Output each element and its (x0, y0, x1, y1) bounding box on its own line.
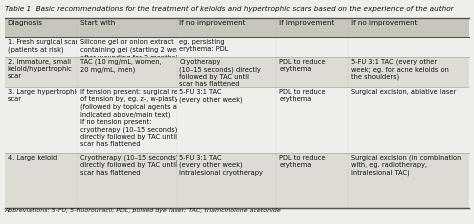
Bar (77, 57, 177, 87)
Text: Surgical excision, ablative laser: Surgical excision, ablative laser (351, 89, 456, 95)
Text: 3. Large hypertrophic
scar: 3. Large hypertrophic scar (8, 89, 80, 102)
Bar (5, 57, 77, 87)
Bar (276, 87, 348, 153)
Bar (348, 37, 469, 57)
Text: If tension present: surgical relief
of tension by, eg. z-, w-plasty
(followed by: If tension present: surgical relief of t… (80, 89, 188, 147)
Bar (5, 153, 77, 208)
Text: 5-FU 3:1 TAC (every other
week; eg. for acne keloids on
the shoulders): 5-FU 3:1 TAC (every other week; eg. for … (351, 59, 449, 80)
Bar (177, 57, 276, 87)
Text: 2. Immature, small
keloid/hypertrophic
scar: 2. Immature, small keloid/hypertrophic s… (8, 59, 72, 79)
Text: Diagnosis: Diagnosis (8, 20, 43, 26)
Text: 4. Large keloid: 4. Large keloid (8, 155, 57, 161)
Text: 1. Fresh surgical scar
(patients at risk): 1. Fresh surgical scar (patients at risk… (8, 39, 78, 53)
Text: 5-FU 3:1 TAC
(every other week)
Intralesional cryotherapy: 5-FU 3:1 TAC (every other week) Intrales… (179, 155, 263, 176)
Text: If no improvement: If no improvement (351, 20, 418, 26)
Bar (77, 87, 177, 153)
Bar (348, 57, 469, 87)
Bar (276, 153, 348, 208)
Bar (77, 37, 177, 57)
Bar (348, 18, 469, 37)
Bar (276, 57, 348, 87)
Bar (5, 37, 77, 57)
Text: Surgical excision (in combination
with, eg. radiotherapy,
intralesional TAC): Surgical excision (in combination with, … (351, 155, 462, 176)
Bar (77, 18, 177, 37)
Text: eg. persisting
erythema: PDL: eg. persisting erythema: PDL (179, 39, 229, 52)
Bar (276, 18, 348, 37)
Text: 5-FU 3:1 TAC
(every other week): 5-FU 3:1 TAC (every other week) (179, 89, 243, 103)
Bar (5, 87, 77, 153)
Bar (177, 153, 276, 208)
Text: Silicone gel or onion extract
containing gel (starting 2 weeks
after wounding fo: Silicone gel or onion extract containing… (80, 39, 187, 61)
Bar (77, 153, 177, 208)
Text: PDL to reduce
erythema: PDL to reduce erythema (279, 89, 326, 102)
Text: Cryotherapy
(10–15 seconds) directly
followed by TAC until
scar has flattened: Cryotherapy (10–15 seconds) directly fol… (179, 59, 261, 87)
Bar (5, 18, 77, 37)
Bar (348, 153, 469, 208)
Text: PDL to reduce
erythema: PDL to reduce erythema (279, 155, 326, 168)
Text: PDL to reduce
erythema: PDL to reduce erythema (279, 59, 326, 72)
Text: Table 1  Basic recommendations for the treatment of keloids and hypertrophic sca: Table 1 Basic recommendations for the tr… (5, 6, 453, 12)
Bar (177, 87, 276, 153)
Text: If improvement: If improvement (279, 20, 335, 26)
Bar (348, 87, 469, 153)
Text: If no improvement: If no improvement (179, 20, 246, 26)
Text: TAC (10 mg/mL, women,
20 mg/mL, men): TAC (10 mg/mL, women, 20 mg/mL, men) (80, 59, 161, 73)
Text: Start with: Start with (80, 20, 115, 26)
Bar (177, 18, 276, 37)
Bar (276, 37, 348, 57)
Bar (177, 37, 276, 57)
Text: Cryotherapy (10–15 seconds)
directly followed by TAC until
scar has flattened: Cryotherapy (10–15 seconds) directly fol… (80, 155, 178, 176)
Text: Abbreviations: 5-FU, 5-fluorouracil; PDL, pulsed dye laser; TAC, triamcinolone a: Abbreviations: 5-FU, 5-fluorouracil; PDL… (5, 208, 282, 213)
